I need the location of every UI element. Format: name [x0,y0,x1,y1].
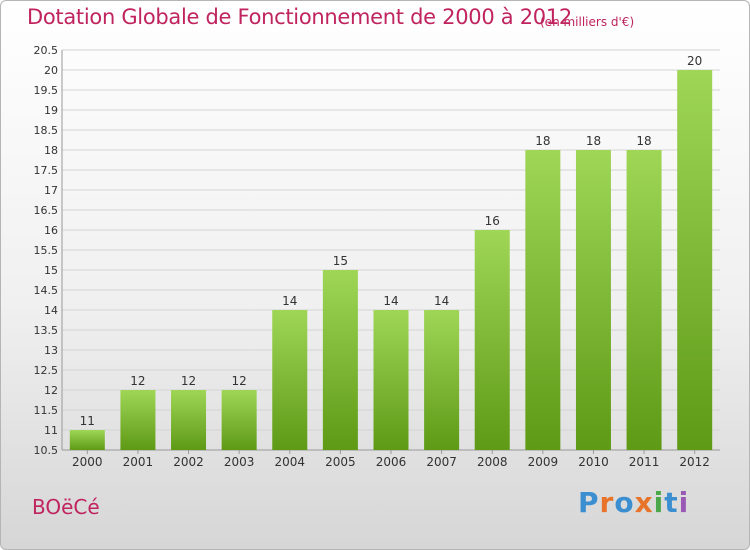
logo-letter: x [634,486,654,519]
value-label: 11 [80,414,95,428]
bar-2007 [424,310,460,450]
commune-name: BOëCé [32,495,100,519]
labels: 10.5 11 11.5 12 12.5 13 13.5 14 14.5 15 15.5 16 16.5… [34,44,710,469]
y-tick-label: 16 [44,224,58,237]
x-tick-label: 2011 [629,455,660,469]
x-tick-label: 2006 [376,455,407,469]
value-label: 20 [687,54,702,68]
proxiti-logo: Proxiti [578,486,689,519]
y-tick-label: 19.5 [34,84,59,97]
y-tick-label: 17.5 [34,164,59,177]
x-tick-label: 2007 [426,455,457,469]
x-tick-label: 2012 [679,455,710,469]
logo-letter: i [653,486,665,519]
unit-note: (en milliers d'€) [540,15,635,29]
y-tick-label: 13 [44,344,58,357]
value-label: 14 [434,294,449,308]
x-tick-label: 2010 [578,455,609,469]
x-tick-label: 2002 [173,455,204,469]
y-tick-label: 14 [44,304,58,317]
y-tick-label: 10.5 [34,444,59,457]
y-tick-label: 13.5 [34,324,59,337]
bar-2002 [171,390,207,450]
value-label: 18 [535,134,550,148]
bar-2009 [525,150,561,450]
x-tick-label: 2009 [528,455,559,469]
bar-2012 [677,70,713,450]
y-tick-label: 14.5 [34,284,59,297]
bar-2010 [575,150,611,450]
y-tick-label: 20 [44,64,58,77]
bar-2003 [221,390,257,450]
logo-letter: r [599,486,615,519]
value-label: 16 [485,214,500,228]
y-tick-label: 12.5 [34,364,59,377]
bar-2005 [322,270,358,450]
y-tick-label: 20.5 [34,44,59,57]
bar-2008 [474,230,510,450]
value-label: 12 [181,374,196,388]
bars [69,70,713,450]
y-tick-label: 11 [44,424,58,437]
value-label: 12 [130,374,145,388]
x-tick-label: 2003 [224,455,255,469]
value-label: 12 [232,374,247,388]
y-tick-label: 18 [44,144,58,157]
chart-title: Dotation Globale de Fonctionnement de 20… [27,5,572,29]
y-tick-label: 16.5 [34,204,59,217]
y-tick-label: 18.5 [34,124,59,137]
x-tick-label: 2008 [477,455,508,469]
y-tick-label: 11.5 [34,404,59,417]
x-tick-label: 2005 [325,455,356,469]
value-label: 18 [586,134,601,148]
value-label: 14 [282,294,297,308]
y-tick-label: 19 [44,104,58,117]
logo-letter: t [664,486,679,519]
logo-letter: i [678,486,690,519]
y-tick-label: 15 [44,264,58,277]
logo-letter: P [578,486,600,519]
x-tick-label: 2000 [72,455,103,469]
bar-2011 [626,150,662,450]
bar-2000 [69,430,105,450]
value-label: 18 [636,134,651,148]
logo-letter: o [614,486,635,519]
y-tick-label: 15.5 [34,244,59,257]
x-tick-label: 2001 [123,455,154,469]
y-tick-label: 12 [44,384,58,397]
value-label: 15 [333,254,348,268]
bar-2004 [272,310,308,450]
y-tick-label: 17 [44,184,58,197]
x-tick-label: 2004 [274,455,305,469]
bar-2001 [120,390,156,450]
value-label: 14 [383,294,398,308]
bar-2006 [373,310,409,450]
